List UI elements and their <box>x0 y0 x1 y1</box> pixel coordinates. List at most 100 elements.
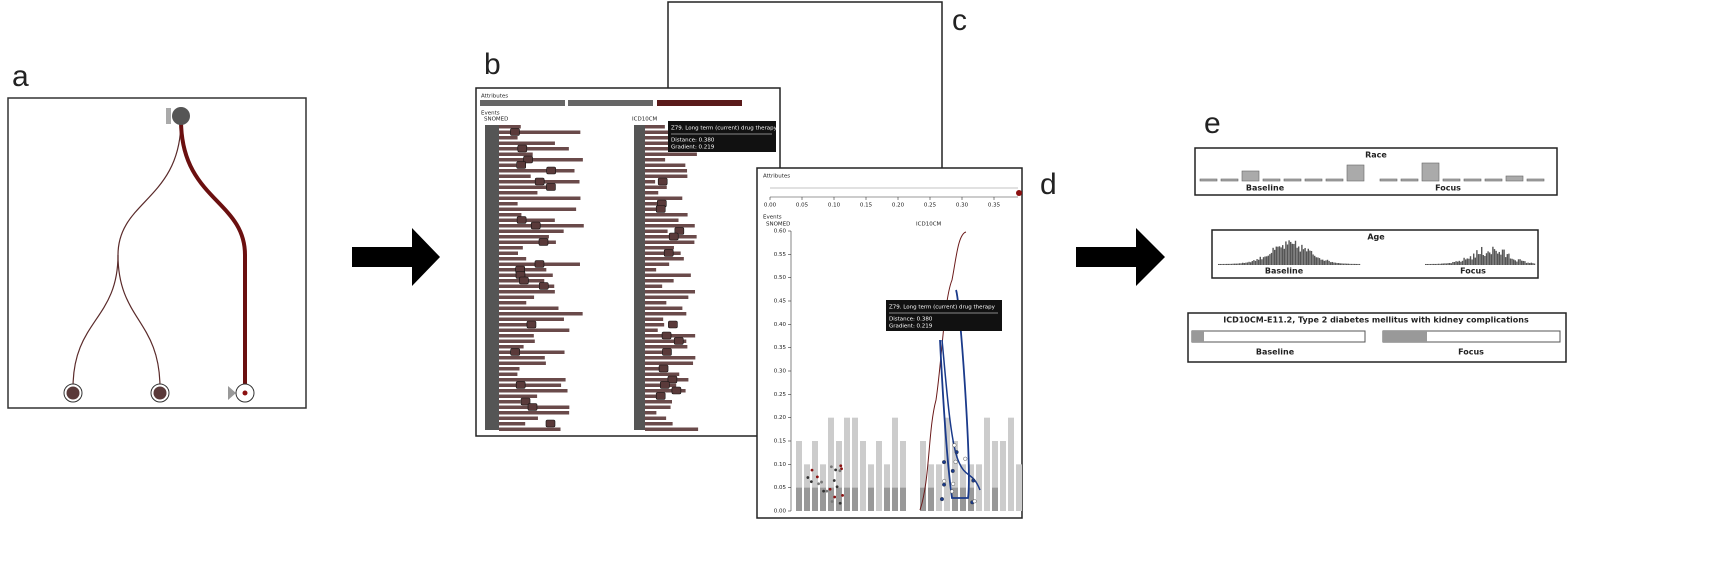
age-bar <box>1264 256 1266 265</box>
event-bar <box>645 224 695 228</box>
tooltip-title: Z79. Long term (current) drug therapy <box>889 305 996 311</box>
age-bar <box>1323 260 1325 265</box>
event-node <box>534 260 545 268</box>
age-bar <box>1342 263 1345 265</box>
event-column-focus <box>884 487 890 511</box>
age-bar <box>1278 246 1281 265</box>
age-bar <box>1433 263 1435 265</box>
event-bar <box>645 180 656 184</box>
age-bar <box>1230 263 1233 265</box>
column-title: SNOMED <box>766 222 790 228</box>
age-bar <box>1511 258 1513 265</box>
age-bar <box>1482 254 1484 265</box>
age-bar <box>1251 261 1253 265</box>
event-bar <box>499 328 570 332</box>
event-bar <box>499 213 522 217</box>
age-bar <box>1274 249 1276 265</box>
age-bar <box>1457 261 1459 265</box>
age-bar <box>1341 263 1343 265</box>
event-column <box>984 417 990 511</box>
event-bar <box>645 196 683 200</box>
age-bar <box>1269 254 1271 265</box>
age-bar <box>1338 262 1340 265</box>
age-bar <box>1513 259 1515 265</box>
event-bar <box>499 130 581 134</box>
age-bar <box>1254 260 1257 265</box>
event-bar <box>499 136 518 140</box>
age-bar <box>1296 247 1298 265</box>
race-bar <box>1526 178 1545 182</box>
age-bar <box>1270 252 1273 265</box>
event-bar <box>645 207 663 211</box>
age-bar <box>1426 263 1428 265</box>
age-bar <box>1229 263 1231 265</box>
event-point <box>833 495 837 499</box>
tooltip <box>886 300 1002 331</box>
age-bar <box>1280 247 1282 265</box>
event-bar <box>499 125 521 129</box>
race-bar <box>1421 162 1440 182</box>
age-bar <box>1234 263 1236 265</box>
event-point <box>951 481 956 486</box>
event-node <box>520 397 531 406</box>
y-tick-label: 0.00 <box>774 509 787 515</box>
event-bar <box>499 350 565 354</box>
event-column-focus <box>828 487 834 511</box>
age-bar <box>1253 260 1255 265</box>
age-bar <box>1294 240 1297 265</box>
event-bar <box>499 229 564 233</box>
event-bar <box>499 295 535 299</box>
race-bar <box>1199 178 1218 182</box>
event-bar <box>645 295 689 299</box>
event-column <box>844 417 850 511</box>
event-bar <box>645 345 688 349</box>
y-tick-label: 0.55 <box>774 252 787 258</box>
age-bar <box>1306 251 1308 265</box>
trend-line <box>939 289 970 499</box>
event-node <box>516 161 526 169</box>
event-column <box>860 441 866 511</box>
event-bar <box>645 158 666 162</box>
leaf-node <box>242 390 248 396</box>
x-tick-label: 0.35 <box>988 203 1001 209</box>
event-bar <box>645 130 677 134</box>
event-bar <box>645 141 684 145</box>
age-bar <box>1449 262 1451 265</box>
age-bar <box>1493 249 1496 265</box>
age-bar <box>1453 262 1456 265</box>
event-bar <box>499 367 520 371</box>
panel-title: Race <box>1365 151 1387 160</box>
age-bar <box>1235 263 1237 265</box>
event-point <box>939 497 944 502</box>
event-point <box>830 500 834 503</box>
age-bar <box>1226 263 1228 265</box>
trend-line <box>919 231 967 511</box>
event-column-focus <box>892 487 898 511</box>
attribute-bar <box>480 100 565 106</box>
event-column <box>952 441 958 511</box>
event-bar <box>645 339 687 343</box>
age-bar <box>1346 263 1348 265</box>
event-bar <box>645 169 688 173</box>
age-bar <box>1336 263 1338 265</box>
age-bar <box>1304 247 1306 265</box>
event-bar <box>645 213 688 217</box>
event-node <box>655 392 666 400</box>
event-bar <box>499 306 559 310</box>
event-node <box>661 331 672 340</box>
event-point <box>806 476 810 479</box>
event-bar <box>645 257 684 261</box>
event-bar <box>499 158 583 162</box>
age-bar <box>1484 256 1486 265</box>
event-bar <box>499 301 527 305</box>
event-column-focus <box>804 487 810 511</box>
event-bar <box>499 169 575 173</box>
axis-label: Focus <box>1458 348 1484 357</box>
event-bar <box>645 323 665 327</box>
panel-title: ICD10CM-E11.2, Type 2 diabetes mellitus … <box>1223 316 1529 325</box>
event-point <box>841 493 844 497</box>
event-bar <box>499 422 526 426</box>
section-title: Attributes <box>481 94 508 100</box>
age-bar <box>1232 263 1234 265</box>
column-title: SNOMED <box>484 117 508 123</box>
